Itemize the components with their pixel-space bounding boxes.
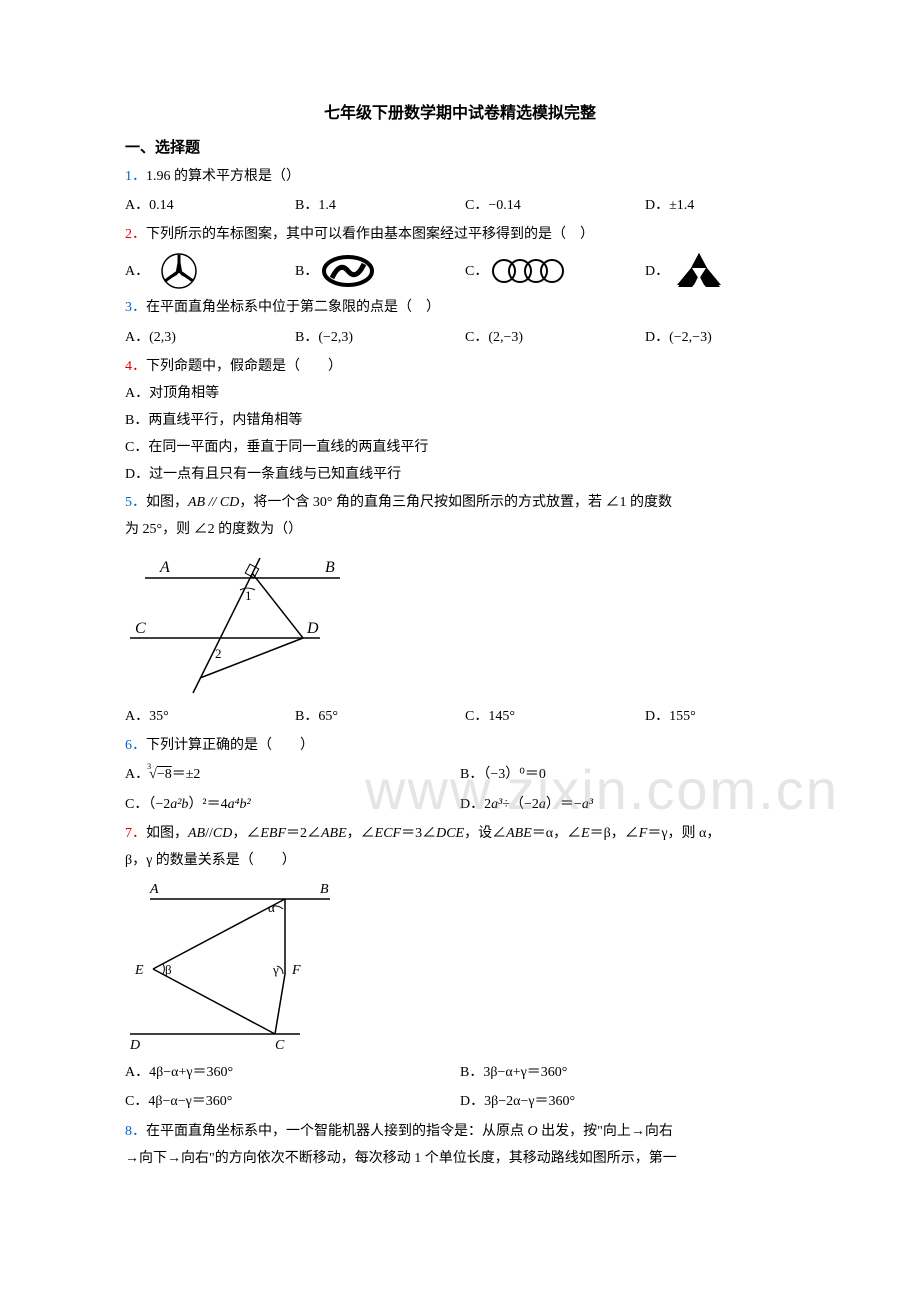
q2-opt-d: D．	[645, 251, 795, 291]
q7-options-row1: A．4β−α+γ＝360° B．3β−α+γ＝360°	[125, 1060, 795, 1085]
q1-number: 1．	[125, 169, 146, 184]
q5-figure: A B C D 1 2	[125, 548, 355, 698]
q4-text: 下列命题中，假命题是（ ）	[146, 359, 342, 374]
audi-logo-icon	[488, 251, 568, 291]
q7-text-line2: β，γ 的数量关系是（ ）	[125, 848, 795, 873]
q5-text1: 如图，	[146, 495, 188, 510]
svg-text:E: E	[134, 963, 144, 978]
svg-text:C: C	[275, 1038, 285, 1053]
q5-opt-c: C．145°	[465, 704, 645, 729]
svg-text:B: B	[325, 559, 335, 576]
svg-text:B: B	[320, 882, 329, 897]
q1-opt-b: B．1.4	[295, 193, 465, 218]
svg-text:D: D	[306, 620, 319, 637]
q4-opt-c: C．在同一平面内，垂直于同一直线的两直线平行	[125, 435, 795, 460]
q5-opt-b: B．65°	[295, 704, 465, 729]
q3-options: A．(2,3) B．(−2,3) C．(2,−3) D．(−2,−3)	[125, 325, 795, 350]
q3-opt-c: C．(2,−3)	[465, 325, 645, 350]
q2-opt-c: C．	[465, 251, 645, 291]
document-title: 七年级下册数学期中试卷精选模拟完整	[125, 100, 795, 129]
q3-text: 在平面直角坐标系中位于第二象限的点是（ ）	[146, 300, 440, 315]
q7-opt-d: D．3β−2α−γ＝360°	[460, 1089, 795, 1114]
q6-options-row2: C．（−2a²b）²＝4a⁴b² D．2a³÷（−2a）＝−a³	[125, 792, 795, 817]
q2-text: 下列所示的车标图案，其中可以看作由基本图案经过平移得到的是（ ）	[146, 227, 594, 242]
svg-text:A: A	[159, 559, 170, 576]
question-6: 6．下列计算正确的是（ ）	[125, 733, 795, 758]
q1-text: 1.96 的算术平方根是（）	[146, 169, 300, 184]
q5-text3: ，将一个含 30° 角的直角三角尺按如图所示的方式放置，若 ∠1 的度数	[239, 495, 672, 510]
question-5: 5．如图，AB // CD，将一个含 30° 角的直角三角尺按如图所示的方式放置…	[125, 490, 795, 515]
q6-opt-a: A．3√−8＝±2	[125, 762, 460, 787]
q3-number: 3．	[125, 300, 146, 315]
question-1: 1．1.96 的算术平方根是（）	[125, 164, 795, 189]
mercedes-logo-icon	[149, 251, 209, 291]
q5-abcd: AB // CD	[188, 495, 239, 510]
q6-number: 6．	[125, 738, 146, 753]
q7-opt-a: A．4β−α+γ＝360°	[125, 1060, 460, 1085]
q8-number: 8．	[125, 1124, 146, 1139]
svg-text:D: D	[129, 1038, 140, 1053]
q5-text4: 为 25°，则 ∠2 的度数为（）	[125, 517, 795, 542]
q7-opt-c: C．4β−α−γ＝360°	[125, 1089, 460, 1114]
q3-opt-d: D．(−2,−3)	[645, 325, 795, 350]
svg-text:A: A	[149, 882, 159, 897]
q1-opt-d: D．±1.4	[645, 193, 795, 218]
hyundai-logo-icon	[318, 251, 378, 291]
q5-number: 5．	[125, 495, 146, 510]
q4-opt-d: D．过一点有且只有一条直线与已知直线平行	[125, 462, 795, 487]
svg-text:F: F	[291, 963, 301, 978]
question-3: 3．在平面直角坐标系中位于第二象限的点是（ ）	[125, 295, 795, 320]
q5-opt-d: D．155°	[645, 704, 795, 729]
svg-text:α: α	[268, 900, 275, 915]
svg-text:β: β	[165, 962, 172, 977]
q7-options-row2: C．4β−α−γ＝360° D．3β−2α−γ＝360°	[125, 1089, 795, 1114]
q7-number: 7．	[125, 826, 146, 841]
svg-text:2: 2	[215, 646, 222, 661]
q6-opt-c: C．（−2a²b）²＝4a⁴b²	[125, 792, 460, 817]
q3-opt-b: B．(−2,3)	[295, 325, 465, 350]
q6-opt-d: D．2a³÷（−2a）＝−a³	[460, 792, 795, 817]
q6-opt-b: B．（−3）⁰＝0	[460, 762, 795, 787]
section-header: 一、选择题	[125, 135, 795, 162]
q2-options: A． B． C． D．	[125, 251, 795, 291]
q4-opt-a: A．对顶角相等	[125, 381, 795, 406]
q2-number: 2．	[125, 227, 146, 242]
q1-options: A．0.14 B．1.4 C．−0.14 D．±1.4	[125, 193, 795, 218]
q4-number: 4．	[125, 359, 146, 374]
q7-opt-b: B．3β−α+γ＝360°	[460, 1060, 795, 1085]
svg-text:C: C	[135, 620, 146, 637]
svg-text:γ: γ	[272, 962, 279, 977]
q7-figure: A B D C E F α β γ	[125, 879, 355, 1054]
q3-opt-a: A．(2,3)	[125, 325, 295, 350]
question-8: 8．在平面直角坐标系中，一个智能机器人接到的指令是：从原点 O 出发，按"向上→…	[125, 1119, 795, 1144]
q8-text-line2: →向下→向右"的方向依次不断移动，每次移动 1 个单位长度，其移动路线如图所示，…	[125, 1146, 795, 1171]
q4-opt-b: B．两直线平行，内错角相等	[125, 408, 795, 433]
mitsubishi-logo-icon	[669, 251, 729, 291]
q2-opt-a: A．	[125, 251, 295, 291]
q5-opt-a: A．35°	[125, 704, 295, 729]
question-7: 7．如图，AB//CD，∠EBF＝2∠ABE，∠ECF＝3∠DCE，设∠ABE＝…	[125, 821, 795, 846]
q1-opt-c: C．−0.14	[465, 193, 645, 218]
q6-options-row1: A．3√−8＝±2 B．（−3）⁰＝0	[125, 762, 795, 787]
q2-opt-b: B．	[295, 251, 465, 291]
question-2: 2．下列所示的车标图案，其中可以看作由基本图案经过平移得到的是（ ）	[125, 222, 795, 247]
q1-opt-a: A．0.14	[125, 193, 295, 218]
question-4: 4．下列命题中，假命题是（ ）	[125, 354, 795, 379]
svg-text:1: 1	[245, 588, 252, 603]
q6-text: 下列计算正确的是（ ）	[146, 738, 314, 753]
q5-options: A．35° B．65° C．145° D．155°	[125, 704, 795, 729]
